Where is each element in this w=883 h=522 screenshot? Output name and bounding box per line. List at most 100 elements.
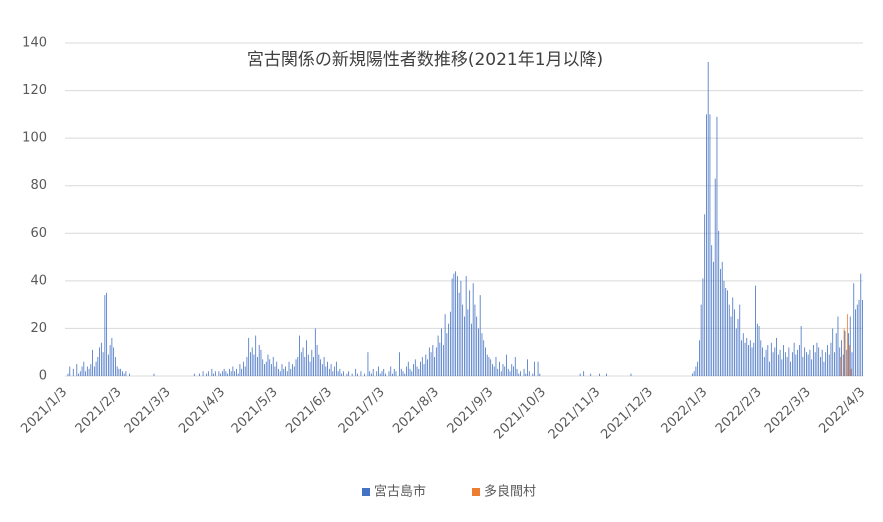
bar	[513, 366, 514, 376]
bar	[485, 347, 486, 376]
bar	[755, 285, 756, 376]
bar	[763, 356, 765, 376]
bar	[355, 368, 357, 376]
bar	[122, 371, 123, 376]
bar	[339, 368, 341, 376]
bar	[818, 347, 820, 376]
bar	[798, 345, 800, 376]
bar	[97, 356, 99, 376]
bar	[290, 368, 292, 376]
bar	[797, 349, 799, 376]
bar	[739, 304, 741, 376]
chart-title: 宮古関係の新規陽性者数推移(2021年1月以降)	[247, 50, 603, 70]
bar	[507, 368, 509, 376]
y-tick-label: 140	[22, 36, 47, 51]
bar	[735, 328, 737, 376]
x-tick-label: 2022/2/3	[713, 385, 765, 437]
bar	[707, 62, 709, 377]
bar	[711, 245, 713, 376]
bar	[371, 373, 372, 376]
x-tick-label: 2021/2/3	[73, 385, 125, 437]
bar	[295, 359, 297, 376]
bar	[257, 356, 258, 376]
bar	[848, 333, 849, 376]
bar	[220, 373, 222, 376]
bar	[399, 352, 400, 376]
bar	[706, 114, 707, 376]
bar	[337, 371, 339, 376]
bar	[469, 290, 471, 376]
bar	[232, 366, 234, 376]
bar	[430, 352, 432, 376]
bar	[228, 368, 230, 376]
bar	[218, 371, 220, 376]
bar	[81, 366, 83, 376]
bar	[751, 347, 753, 376]
bar	[85, 371, 86, 376]
x-tick-label: 2021/1/3	[18, 385, 70, 437]
bar	[742, 333, 744, 376]
bar	[700, 304, 702, 376]
bar	[297, 356, 299, 376]
bar	[325, 366, 327, 376]
bar	[432, 345, 434, 376]
bar	[495, 356, 497, 376]
x-tick-label: 2021/5/3	[229, 385, 281, 437]
bar	[776, 337, 777, 376]
x-tick-label: 2022/3/3	[762, 385, 814, 437]
bar	[292, 364, 293, 376]
bar	[237, 373, 239, 376]
y-tick-label: 60	[30, 226, 47, 241]
bar	[460, 280, 462, 376]
bar	[720, 268, 721, 376]
bar	[856, 304, 858, 376]
bar	[288, 361, 290, 376]
bar	[853, 283, 855, 376]
bar	[599, 373, 600, 376]
bar	[791, 352, 793, 376]
bar	[847, 314, 849, 376]
bar	[393, 368, 395, 376]
x-tick-label: 2021/3/3	[122, 385, 174, 437]
bar	[114, 356, 116, 376]
bar	[713, 261, 714, 376]
bar	[425, 354, 427, 376]
bar	[234, 371, 236, 376]
bar	[523, 368, 525, 376]
bar	[388, 371, 390, 376]
bar	[709, 114, 711, 376]
bar	[78, 373, 79, 376]
bar	[129, 373, 130, 376]
bar	[286, 371, 288, 376]
bar	[113, 347, 115, 376]
bar	[472, 283, 474, 376]
bar	[327, 361, 328, 376]
bar	[311, 349, 313, 376]
bar	[448, 323, 450, 376]
bar	[806, 352, 807, 376]
bar	[714, 178, 716, 376]
bar	[464, 316, 465, 376]
bar	[244, 366, 246, 376]
bar	[723, 280, 725, 376]
x-tick-label: 2021/6/3	[283, 385, 335, 437]
bar	[299, 335, 300, 376]
bar	[437, 335, 439, 376]
x-tick-label: 2021/12/3	[598, 385, 656, 443]
bar	[223, 368, 225, 376]
bar	[844, 330, 846, 376]
bar	[367, 352, 369, 376]
bar	[606, 373, 607, 376]
bar	[402, 371, 404, 376]
bar	[390, 366, 392, 376]
bar	[746, 337, 748, 376]
bar	[520, 371, 521, 376]
bar	[474, 304, 476, 376]
bar	[88, 368, 90, 376]
x-tick-label: 2021/4/3	[176, 385, 228, 437]
bar	[814, 352, 816, 376]
bar	[767, 345, 769, 376]
bar	[809, 349, 811, 376]
bar	[265, 361, 267, 376]
bar	[481, 333, 483, 376]
